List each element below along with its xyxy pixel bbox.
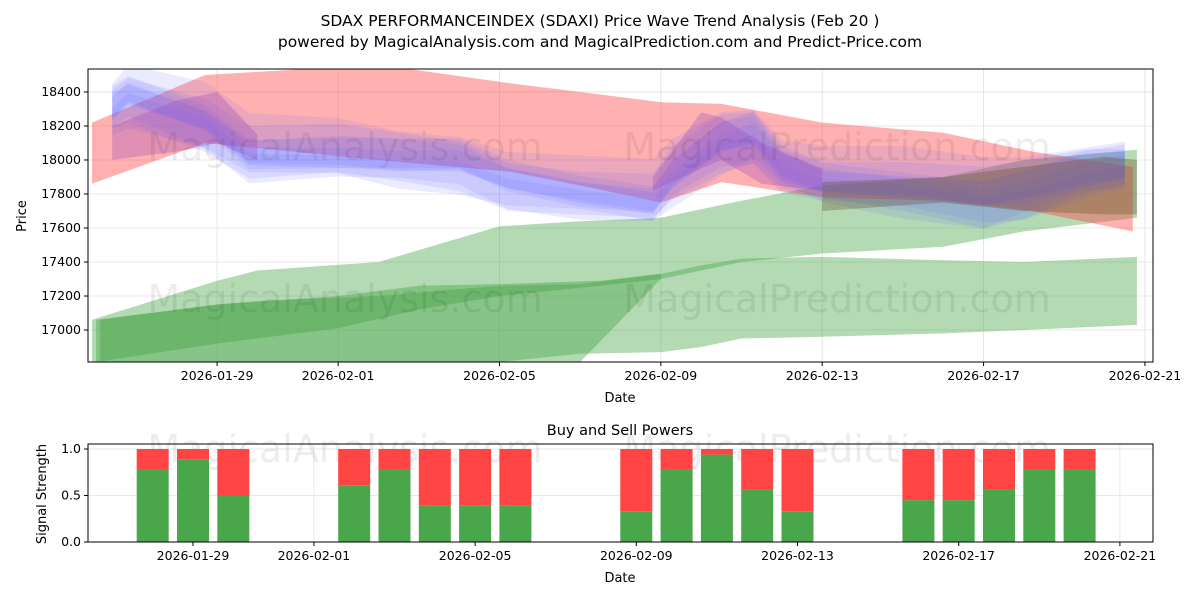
y-tick-label: 17400	[41, 254, 81, 269]
purple-overlap-band	[652, 112, 823, 191]
x-tick-label: 2026-02-21	[1109, 368, 1182, 383]
buy-bar	[217, 495, 250, 542]
x-axis-label: Date	[604, 391, 635, 406]
buy-bar	[942, 500, 975, 542]
x-axis-label: Date	[604, 571, 635, 586]
buy-bar	[136, 469, 169, 542]
buy-bar	[620, 511, 653, 542]
sell-bar	[741, 449, 774, 490]
price-plot-frame	[87, 68, 1154, 363]
buy-sell-title: Buy and Sell Powers	[547, 423, 693, 439]
watermark: MagicalPrediction.com	[623, 125, 1051, 169]
x-tick-label: 2026-02-09	[625, 368, 698, 383]
sell-bar	[136, 449, 169, 470]
x-tick-label: 2026-02-17	[947, 368, 1020, 383]
blue-wave-band	[112, 69, 1125, 229]
watermark: MagicalAnalysis.com	[147, 125, 542, 169]
watermark: MagicalPrediction.com	[623, 277, 1051, 321]
x-tick-label: 2026-02-01	[302, 368, 375, 383]
buy-bar	[177, 459, 209, 542]
buy-sell-plot-frame	[87, 443, 1154, 543]
y-axis-label: Price	[15, 200, 30, 232]
sell-bar	[459, 449, 492, 506]
brown-overlap-band	[822, 156, 1137, 215]
sell-bar	[1063, 449, 1096, 470]
y-tick-label: 1.0	[61, 441, 81, 456]
sell-bar	[217, 449, 250, 496]
sell-bar	[1023, 449, 1056, 470]
buy-bar	[338, 485, 371, 542]
price-plot-area	[88, 69, 1153, 362]
y-tick-label: 18400	[41, 84, 81, 99]
chart-subtitle: powered by MagicalAnalysis.com and Magic…	[278, 33, 922, 51]
buy-bar	[983, 489, 1015, 542]
buy-sell-chart: Buy and Sell Powers MagicalAnalysis.com …	[35, 423, 1156, 586]
buy-bar	[741, 489, 774, 542]
buy-bar	[459, 505, 492, 542]
blue-wave-band	[112, 84, 1125, 223]
purple-overlap-band	[112, 92, 258, 160]
blue-wave-band	[112, 78, 1125, 229]
chart-title: SDAX PERFORMANCEINDEX (SDAXI) Price Wave…	[321, 12, 880, 30]
sell-bar	[418, 449, 451, 506]
buy-bar	[1023, 469, 1056, 542]
sell-bar	[338, 449, 371, 486]
buy-bar	[902, 500, 935, 542]
green-wave-upper-band	[92, 149, 1137, 362]
sell-bar	[700, 449, 733, 455]
watermark: MagicalPrediction.com	[623, 427, 1051, 471]
x-tick-label: 2026-02-13	[786, 368, 859, 383]
blue-wave-band	[112, 82, 1125, 214]
watermark: MagicalAnalysis.com	[147, 277, 542, 321]
buy-bar	[700, 454, 733, 542]
buy-bar	[378, 469, 411, 542]
buy-bar	[499, 505, 532, 542]
sell-bar	[781, 449, 814, 512]
red-wave-band	[92, 69, 1133, 232]
sell-bar	[499, 449, 532, 506]
buy-bar	[1063, 469, 1096, 542]
sell-bar	[942, 449, 975, 501]
sell-bar	[378, 449, 411, 470]
x-tick-label: 2026-01-29	[181, 368, 254, 383]
blue-wave-band	[112, 75, 1125, 214]
y-tick-label: 0.5	[61, 488, 81, 503]
y-axis-label: Signal Strength	[35, 444, 50, 544]
x-tick-label: 2026-02-05	[463, 368, 536, 383]
x-tick-label: 2026-02-21	[1084, 548, 1157, 563]
buy-bar	[418, 505, 451, 542]
green-wave-lower-band	[100, 256, 1137, 362]
x-tick-label: 2026-02-01	[278, 548, 351, 563]
x-tick-label: 2026-02-17	[922, 548, 995, 563]
y-tick-label: 17600	[41, 220, 81, 235]
green-overlap-band	[96, 273, 661, 362]
y-tick-label: 0.0	[61, 534, 81, 549]
sell-bar	[620, 449, 653, 512]
y-tick-label: 17800	[41, 186, 81, 201]
buy-bar	[781, 511, 814, 542]
y-tick-label: 18200	[41, 118, 81, 133]
y-tick-label: 18000	[41, 152, 81, 167]
x-tick-label: 2026-02-13	[761, 548, 834, 563]
sell-bar	[660, 449, 693, 470]
sell-bar	[902, 449, 935, 501]
sell-bar	[983, 449, 1015, 490]
x-tick-label: 2026-02-09	[600, 548, 673, 563]
sell-bar	[177, 449, 209, 460]
price-chart: MagicalAnalysis.com MagicalPrediction.co…	[15, 68, 1182, 406]
buy-bar	[660, 469, 693, 542]
x-tick-label: 2026-02-05	[439, 548, 512, 563]
y-tick-label: 17000	[41, 322, 81, 337]
x-tick-label: 2026-01-29	[157, 548, 230, 563]
y-tick-label: 17200	[41, 288, 81, 303]
